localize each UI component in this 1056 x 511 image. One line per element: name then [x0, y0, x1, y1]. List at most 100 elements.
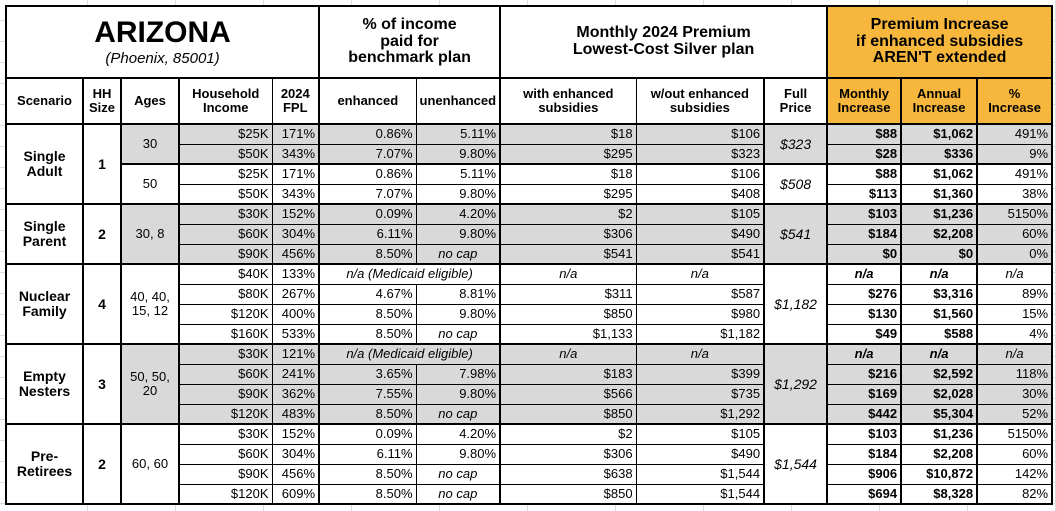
ages-cell: 30 [120, 123, 180, 165]
annual-increase-cell: $5,304 [900, 403, 978, 425]
enhanced-cell: 8.50% [318, 463, 417, 485]
enhanced-cell: 0.86% [318, 123, 417, 145]
fpl-cell: 343% [271, 183, 320, 205]
without-subsidies-cell: $587 [635, 283, 765, 305]
monthly-increase-cell: $130 [826, 303, 902, 325]
hh-size-cell: 2 [82, 423, 122, 505]
fpl-cell: 133% [271, 263, 320, 285]
enhanced-cell: 3.65% [318, 363, 417, 385]
pct-increase-cell: 60% [976, 443, 1053, 465]
enhanced-cell: 7.07% [318, 183, 417, 205]
monthly-increase-cell: $276 [826, 283, 902, 305]
unenhanced-cell: no cap [415, 323, 501, 345]
enhanced-cell: 8.50% [318, 483, 417, 505]
col-hh-size: HH Size [82, 77, 122, 125]
monthly-increase-cell: $88 [826, 163, 902, 185]
ages-cell: 50, 50, 20 [120, 343, 180, 425]
without-subsidies-cell: $490 [635, 223, 765, 245]
enhanced-cell: 6.11% [318, 443, 417, 465]
income-cell: $60K [178, 363, 273, 385]
without-subsidies-cell: $106 [635, 123, 765, 145]
annual-increase-cell: $0 [900, 243, 978, 265]
annual-increase-cell: $2,208 [900, 443, 978, 465]
annual-increase-cell: $1,236 [900, 423, 978, 445]
without-subsidies-cell: $735 [635, 383, 765, 405]
with-subsidies-cell: $311 [499, 283, 637, 305]
annual-increase-cell: $2,208 [900, 223, 978, 245]
income-cell: $60K [178, 443, 273, 465]
monthly-increase-cell: $694 [826, 483, 902, 505]
table-row: Pre- Retirees 2 60, 60 $30K 152% 0.09% 4.20% $2… [5, 423, 1053, 505]
ages-cell: 30, 8 [120, 203, 180, 265]
scenario-cell: Single Adult [5, 123, 84, 205]
annual-increase-cell: $588 [900, 323, 978, 345]
ages-cell: 50 [120, 163, 180, 205]
full-price-cell: $1,544 [763, 423, 828, 505]
pct-increase-cell: 0% [976, 243, 1053, 265]
fpl-cell: 343% [271, 143, 320, 165]
ages-cell: 40, 40, 15, 12 [120, 263, 180, 345]
pct-increase-cell: 491% [976, 163, 1053, 185]
income-cell: $80K [178, 283, 273, 305]
without-subsidies-cell: $408 [635, 183, 765, 205]
hh-size-cell: 4 [82, 263, 122, 345]
col-enhanced: enhanced [318, 77, 417, 125]
table-row: 50 $25K 171% 0.86% 5.11% $18 $106 $508 $88 $1,062… [6, 163, 1053, 205]
without-subsidies-cell: $105 [635, 423, 765, 445]
table-row: $60K 304% 6.11% 9.80% $306 $490 $184 $2,208 60% [6, 223, 1053, 245]
with-subsidies-cell: $541 [499, 243, 637, 265]
pct-increase-cell: 38% [976, 183, 1053, 205]
table-row: $50K 343% 7.07% 9.80% $295 $323 $28 $336 9% [6, 143, 1053, 165]
income-cell: $120K [178, 483, 273, 505]
pct-increase-cell: n/a [976, 263, 1053, 285]
income-cell: $90K [178, 243, 273, 265]
table-row: $90K 456% 8.50% no cap $541 $541 $0 $0 0% [6, 243, 1053, 265]
pct-increase-cell: 4% [976, 323, 1053, 345]
enhanced-cell: 7.55% [318, 383, 417, 405]
annual-increase-cell: $1,236 [900, 203, 978, 225]
pct-increase-cell: n/a [976, 343, 1053, 365]
medicaid-note-cell: n/a (Medicaid eligible) [318, 343, 501, 365]
fpl-cell: 267% [271, 283, 320, 305]
unenhanced-cell: 4.20% [415, 203, 501, 225]
unenhanced-cell: 9.80% [415, 303, 501, 325]
full-price-cell: $508 [763, 163, 828, 205]
income-cell: $90K [178, 383, 273, 405]
table-row: $120K 400% 8.50% 9.80% $850 $980 $130 $1,560 15% [6, 303, 1053, 325]
monthly-increase-cell: $184 [826, 443, 902, 465]
pct-increase-cell: 491% [976, 123, 1053, 145]
with-subsidies-cell: $295 [499, 143, 637, 165]
col-full-price: Full Price [763, 77, 828, 125]
col-pct-increase: % Increase [976, 77, 1053, 125]
full-price-cell: $323 [763, 123, 828, 165]
scenario-cell: Single Parent [5, 203, 84, 265]
without-subsidies-cell: n/a [635, 263, 765, 285]
col-scenario: Scenario [5, 77, 84, 125]
enhanced-cell: 8.50% [318, 243, 417, 265]
data-table: ARIZONA (Phoenix, 85001) % of income pai… [4, 5, 1054, 505]
hh-size-cell: 2 [82, 203, 122, 265]
annual-increase-cell: n/a [900, 263, 978, 285]
without-subsidies-cell: $1,182 [635, 323, 765, 345]
pct-increase-cell: 15% [976, 303, 1053, 325]
table-body: Single Adult 1 30 $25K 171% 0.86% 5.11% $18 $106… [5, 123, 1053, 505]
enhanced-cell: 0.09% [318, 203, 417, 225]
enhanced-cell: 8.50% [318, 303, 417, 325]
annual-increase-cell: $8,328 [900, 483, 978, 505]
with-subsidies-cell: $295 [499, 183, 637, 205]
monthly-increase-cell: $184 [826, 223, 902, 245]
table-row: $120K 483% 8.50% no cap $850 $1,292 $442 $5,304… [6, 403, 1053, 425]
income-cell: $50K [178, 183, 273, 205]
unenhanced-cell: no cap [415, 483, 501, 505]
annual-increase-cell: $1,062 [900, 123, 978, 145]
income-cell: $90K [178, 463, 273, 485]
table-row: $50K 343% 7.07% 9.80% $295 $408 $113 $1,360 38% [6, 183, 1053, 205]
table-row: Nuclear Family 4 40, 40, 15, 12 $40K 133% n/a… [5, 263, 1053, 345]
annual-increase-cell: $2,028 [900, 383, 978, 405]
col-fpl: 2024 FPL [271, 77, 320, 125]
fpl-cell: 400% [271, 303, 320, 325]
income-cell: $40K [178, 263, 273, 285]
monthly-increase-cell: $216 [826, 363, 902, 385]
scenario-cell: Pre- Retirees [5, 423, 84, 505]
ages-cell: 60, 60 [120, 423, 180, 505]
